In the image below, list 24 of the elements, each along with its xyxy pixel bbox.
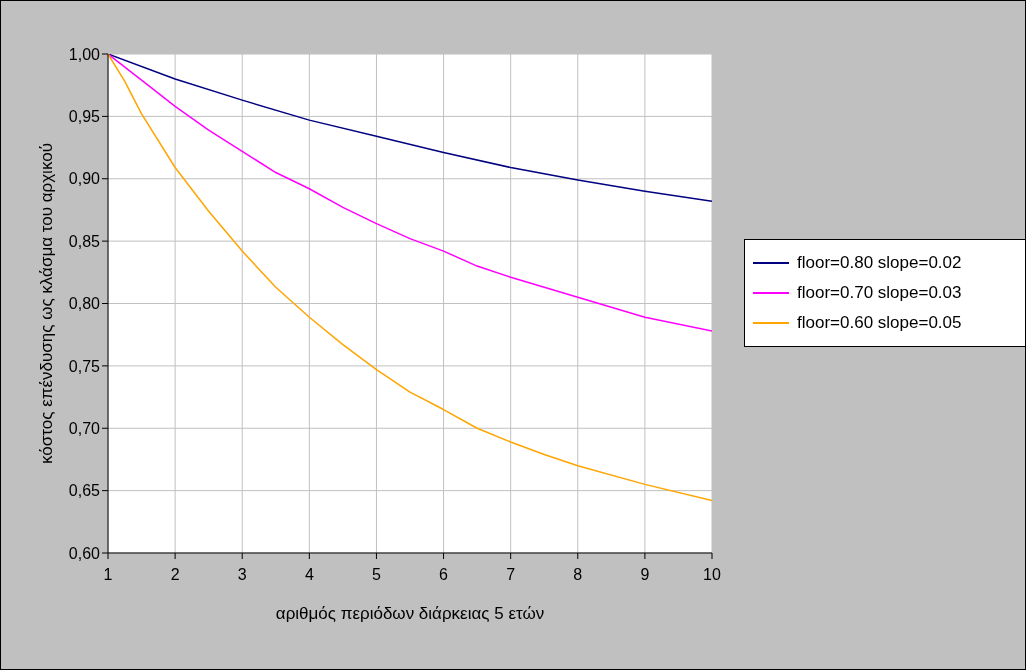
y-tick-label: 0,80 [68, 295, 101, 313]
x-tick-label: 6 [439, 566, 449, 584]
x-tick-label: 1 [103, 566, 113, 584]
legend-label: floor=0.80 slope=0.02 [797, 253, 962, 273]
legend-label: floor=0.70 slope=0.03 [797, 283, 962, 303]
legend-label: floor=0.60 slope=0.05 [797, 313, 962, 333]
y-tick-label: 0,70 [68, 419, 101, 437]
x-tick-label: 2 [170, 566, 180, 584]
y-tick-label: 0,75 [68, 357, 101, 375]
x-tick-label: 5 [371, 566, 381, 584]
y-tick-label: 0,95 [68, 108, 101, 126]
y-tick-label: 0,85 [68, 232, 101, 250]
y-tick-label: 0,60 [68, 544, 101, 562]
x-tick-label: 8 [573, 566, 583, 584]
y-tick-label: 0,90 [68, 170, 101, 188]
x-tick-label: 7 [506, 566, 516, 584]
x-tick-label: 3 [237, 566, 247, 584]
x-axis-title: αριθμός περιόδων διάρκειας 5 ετών [275, 604, 545, 623]
x-tick-label: 9 [640, 566, 650, 584]
y-tick-label: 0,65 [68, 482, 101, 500]
x-tick-label: 10 [703, 566, 721, 584]
y-axis-title: κόστος επένδυσης ως κλάσμα του αρχικού [37, 143, 57, 464]
x-tick-label: 4 [304, 566, 314, 584]
y-tick-label: 1,00 [68, 45, 101, 63]
